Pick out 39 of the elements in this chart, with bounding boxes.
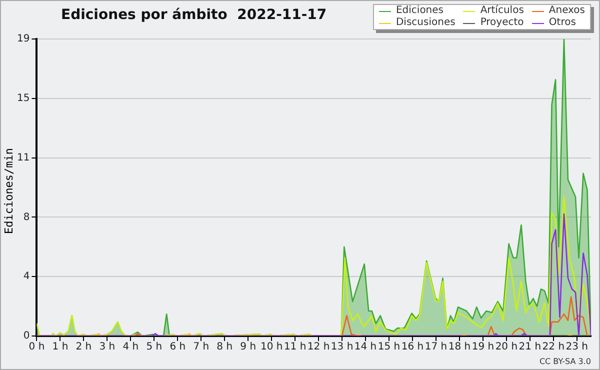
- text: CC BY-SA 3.0: [539, 357, 591, 366]
- x-tick-label: 7 h: [193, 342, 210, 353]
- x-tick-label: 14 h: [354, 342, 377, 353]
- x-tick-label: 8 h: [216, 342, 233, 353]
- x-tick-label: 12 h: [307, 342, 330, 353]
- x-tick-label: 6 h: [170, 342, 186, 353]
- x-tick-label: 19 h: [472, 342, 494, 353]
- x-tick-label: 16 h: [401, 342, 424, 353]
- x-tick-label: 0 h: [28, 342, 45, 353]
- x-tick-label: 17 h: [424, 342, 448, 353]
- y-tick-label: 8: [23, 212, 30, 223]
- x-tick-label: 20 h: [495, 342, 518, 353]
- x-tick-label: 13 h: [330, 342, 354, 353]
- y-tick-label: 4: [23, 271, 30, 282]
- x-tick-label: 2 h: [76, 342, 92, 353]
- y-tick-label: 19: [16, 34, 30, 45]
- x-tick-label: 10 h: [260, 342, 283, 353]
- x-tick-label: 23 h: [566, 342, 588, 353]
- x-tick-label: 18 h: [448, 342, 471, 353]
- legend-label: Discusiones: [394, 17, 456, 29]
- y-tick-label: 11: [16, 152, 30, 164]
- x-tick-label: 4 h: [122, 342, 139, 353]
- x-tick-label: 5 h: [146, 342, 162, 353]
- y-tick-label: 0: [23, 330, 30, 342]
- x-tick-label: 9 h: [240, 342, 256, 353]
- x-tick-label: 15 h: [378, 342, 400, 353]
- x-tick-label: 3 h: [99, 342, 116, 353]
- legend-label: Anexos: [548, 5, 585, 17]
- x-tick-label: 21 h: [518, 342, 542, 353]
- x-tick-label: 22 h: [542, 342, 565, 353]
- legend-label: Artículos: [479, 5, 524, 17]
- x-tick-label: 11 h: [284, 342, 306, 353]
- legend-label: Ediciones: [394, 5, 445, 17]
- y-axis-title: Ediciones/min: [2, 148, 16, 234]
- y-tick-label: 15: [16, 92, 30, 104]
- x-tick-label: 1 h: [52, 342, 68, 353]
- legend-label: Otros: [548, 17, 577, 29]
- chart-title: Ediciones por ámbito 2022-11-17: [61, 7, 327, 23]
- legend-label: Proyecto: [479, 17, 524, 29]
